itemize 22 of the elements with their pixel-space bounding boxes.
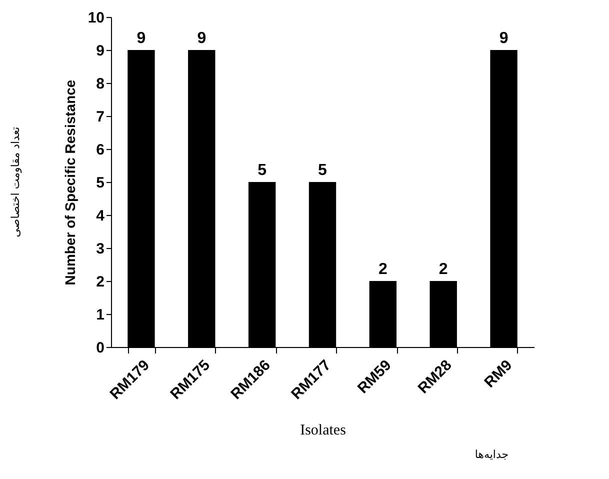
- y-tick-label: 10: [88, 10, 104, 26]
- data-label: 9: [197, 30, 206, 47]
- data-label: 2: [438, 261, 448, 278]
- y-axis-title: Number of Specific Resistance: [62, 80, 78, 286]
- y-tick-label: 8: [96, 76, 104, 92]
- x-axis-title: Isolates: [300, 422, 346, 438]
- y-tick-label: 0: [96, 340, 104, 356]
- y-tick-label: 2: [96, 274, 104, 290]
- text: جدایه‌ها: [474, 448, 509, 461]
- data-label: 9: [136, 30, 146, 47]
- data-label: 5: [258, 162, 267, 179]
- y-tick-label: 6: [96, 142, 104, 158]
- y-tick-label: 4: [96, 208, 106, 224]
- data-label: 5: [318, 162, 328, 179]
- y-tick-label: 7: [96, 108, 104, 126]
- text: تعداد مقاومت اختصاصی: [9, 126, 22, 238]
- y-tick-label: 1: [96, 306, 104, 324]
- y-tick-label: 3: [96, 240, 104, 258]
- y-tick-label: 5: [96, 174, 104, 192]
- data-label: 2: [378, 261, 388, 278]
- data-label: 9: [499, 30, 508, 47]
- y-tick-label: 9: [96, 42, 104, 60]
